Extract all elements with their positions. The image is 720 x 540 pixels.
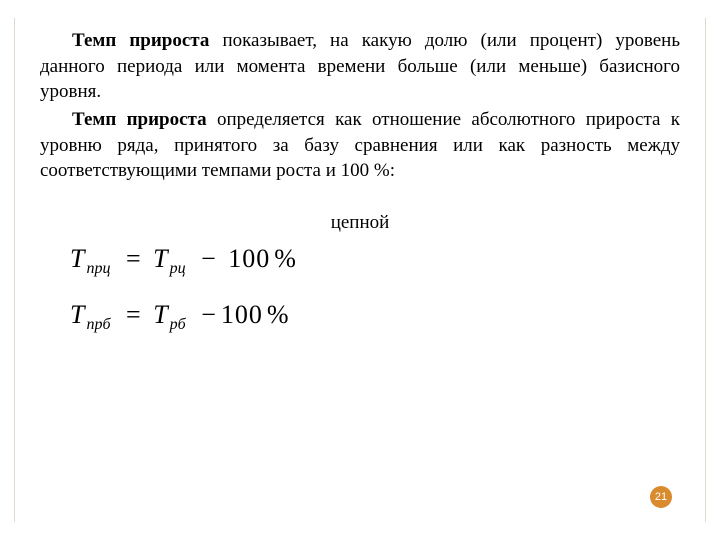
f2-rhs-var: T [153, 300, 168, 329]
f1-minus: − [197, 244, 221, 273]
f2-minus: − [197, 300, 221, 329]
f1-percent: % [270, 244, 297, 273]
formula-chain: Tпрц = Tрц − 100% [70, 244, 680, 278]
para2-term: Темп прироста [72, 109, 207, 130]
f2-rhs-sub: рб [169, 316, 190, 333]
formula-base: Tпрб = Tрб −100% [70, 300, 680, 334]
f1-lhs-var: T [70, 244, 85, 273]
slide-content: Темп прироста показывает, на какую долю … [40, 28, 680, 356]
f1-lhs-sub: прц [85, 260, 114, 277]
para1-term: Темп прироста [72, 30, 209, 51]
paragraph-1: Темп прироста показывает, на какую долю … [40, 28, 680, 105]
f2-hundred: 100 [221, 300, 263, 329]
f2-lhs-sub: прб [85, 316, 114, 333]
chain-label: цепной [40, 212, 680, 234]
decorative-line-right [705, 18, 706, 522]
f1-hundred: 100 [228, 244, 270, 273]
f1-rhs-sub: рц [169, 260, 190, 277]
page-number: 21 [655, 491, 667, 503]
f2-lhs-var: T [70, 300, 85, 329]
paragraph-2: Темп прироста определяется как отношение… [40, 107, 680, 184]
f1-rhs-var: T [153, 244, 168, 273]
decorative-line-left [14, 18, 15, 522]
f2-percent: % [263, 300, 290, 329]
page-number-badge: 21 [650, 486, 672, 508]
